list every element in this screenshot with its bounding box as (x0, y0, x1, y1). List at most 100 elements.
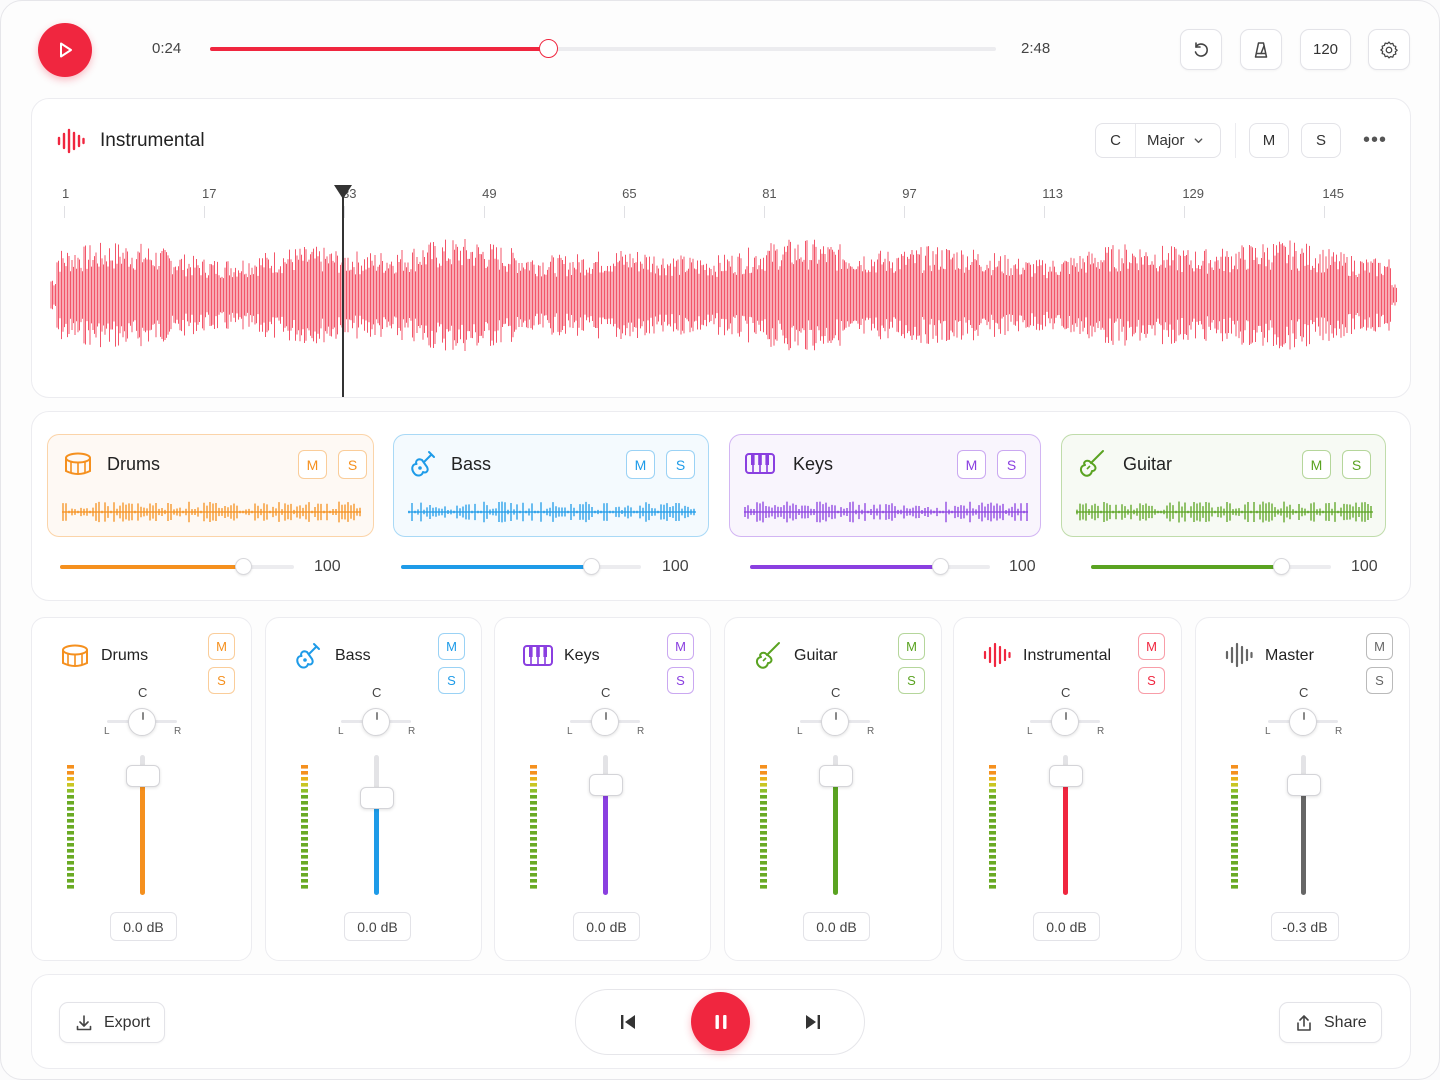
fader-handle[interactable] (125, 764, 160, 787)
stem-card-guitar[interactable]: Guitar M S (1061, 434, 1386, 537)
bpm-button[interactable]: 120 (1300, 29, 1351, 70)
pan-knob[interactable] (1051, 708, 1079, 736)
ruler-label: 65 (622, 186, 637, 201)
meter-segment (760, 837, 767, 841)
channel-db-value[interactable]: 0.0 dB (344, 912, 411, 941)
settings-button[interactable] (1368, 29, 1410, 70)
more-options-icon[interactable]: ••• (1363, 129, 1388, 151)
fader-handle[interactable] (818, 764, 853, 787)
meter-segment (301, 777, 308, 781)
volume-fader[interactable] (1063, 755, 1068, 895)
volume-fader[interactable] (603, 755, 608, 895)
piano-keys-icon (745, 453, 775, 474)
playhead-marker[interactable] (334, 185, 352, 199)
channel-solo-button[interactable]: S (1366, 667, 1393, 694)
channel-db-value[interactable]: 0.0 dB (1033, 912, 1100, 941)
volume-fader[interactable] (374, 755, 379, 895)
stem-mute-button[interactable]: M (626, 450, 655, 479)
stem-card-keys[interactable]: Keys M S (729, 434, 1041, 537)
pan-center-label: C (1061, 685, 1071, 700)
stem-volume-handle[interactable] (931, 558, 949, 575)
meter-segment (1231, 867, 1238, 871)
channel-mute-button[interactable]: M (898, 633, 925, 660)
key-selector[interactable]: C Major (1095, 123, 1221, 158)
stem-volume-handle[interactable] (1272, 558, 1290, 575)
loop-button[interactable] (1180, 29, 1222, 70)
skip-back-icon[interactable] (618, 1012, 638, 1032)
stem-solo-button[interactable]: S (338, 450, 367, 479)
stem-solo-button[interactable]: S (997, 450, 1026, 479)
pan-knob[interactable] (1289, 708, 1317, 736)
pan-right-label: R (637, 726, 645, 737)
playhead[interactable] (342, 193, 344, 397)
skip-forward-icon[interactable] (803, 1012, 823, 1032)
pan-knob[interactable] (821, 708, 849, 736)
volume-fader[interactable] (1301, 755, 1306, 895)
fader-handle[interactable] (1286, 774, 1321, 797)
meter-segment (530, 849, 537, 853)
fader-handle[interactable] (359, 787, 394, 809)
channel-db-value[interactable]: 0.0 dB (573, 912, 640, 941)
channel-solo-button[interactable]: S (898, 667, 925, 694)
stem-volume-slider[interactable] (750, 558, 990, 575)
fader-handle[interactable] (1048, 764, 1083, 787)
meter-segment (301, 765, 308, 769)
channel-mute-button[interactable]: M (1366, 633, 1393, 660)
volume-fader[interactable] (140, 755, 145, 895)
stem-volume-handle[interactable] (234, 558, 252, 575)
meter-segment (989, 867, 996, 871)
channel-db-value[interactable]: 0.0 dB (803, 912, 870, 941)
stem-volume-handle[interactable] (582, 558, 600, 575)
channel-solo-button[interactable]: S (208, 667, 235, 694)
stem-mute-button[interactable]: M (1302, 450, 1331, 479)
meter-segment (989, 855, 996, 859)
seek-bar[interactable] (210, 39, 996, 58)
stem-volume-slider[interactable] (401, 558, 641, 575)
stem-mute-button[interactable]: M (298, 450, 327, 479)
channel-solo-button[interactable]: S (1138, 667, 1165, 694)
seek-handle[interactable] (538, 39, 558, 58)
main-waveform[interactable] (49, 229, 1399, 361)
channel-mute-button[interactable]: M (438, 633, 465, 660)
meter-segment (760, 867, 767, 871)
meter-segment (530, 855, 537, 859)
stem-name: Keys (793, 454, 834, 474)
stem-card-drums[interactable]: Drums M S (47, 434, 374, 537)
channel-db-value[interactable]: -0.3 dB (1271, 912, 1339, 941)
channel-mute-button[interactable]: M (1138, 633, 1165, 660)
meter-segment (1231, 849, 1238, 853)
meter-segment (301, 825, 308, 829)
metronome-button[interactable] (1240, 29, 1282, 70)
channel-mute-button[interactable]: M (208, 633, 235, 660)
play-button[interactable] (38, 23, 92, 77)
stem-volume-slider[interactable] (1091, 558, 1331, 575)
meter-segment (67, 801, 74, 805)
channel-solo-button[interactable]: S (438, 667, 465, 694)
fader-handle[interactable] (588, 774, 623, 797)
meter-segment (760, 849, 767, 853)
meter-segment (1231, 819, 1238, 823)
share-button[interactable]: Share (1279, 1002, 1382, 1043)
export-button[interactable]: Export (59, 1002, 166, 1043)
track-solo-button[interactable]: S (1301, 123, 1341, 158)
stem-solo-button[interactable]: S (1342, 450, 1371, 479)
stem-mute-button[interactable]: M (957, 450, 986, 479)
channel-mute-button[interactable]: M (667, 633, 694, 660)
meter-segment (1231, 795, 1238, 799)
meter-segment (67, 789, 74, 793)
stem-solo-button[interactable]: S (666, 450, 695, 479)
channel-solo-button[interactable]: S (667, 667, 694, 694)
stem-card-bass[interactable]: Bass M S (393, 434, 709, 537)
stem-volume-slider[interactable] (60, 558, 294, 575)
ruler-tick (64, 206, 65, 218)
pan-knob[interactable] (591, 708, 619, 736)
channel-db-value[interactable]: 0.0 dB (110, 912, 177, 941)
volume-fader[interactable] (833, 755, 838, 895)
track-mute-button[interactable]: M (1249, 123, 1289, 158)
pan-knob[interactable] (362, 708, 390, 736)
pan-knob[interactable] (128, 708, 156, 736)
meter-segment (530, 885, 537, 889)
pause-button[interactable] (691, 992, 750, 1051)
meter-segment (67, 855, 74, 859)
meter-segment (301, 867, 308, 871)
